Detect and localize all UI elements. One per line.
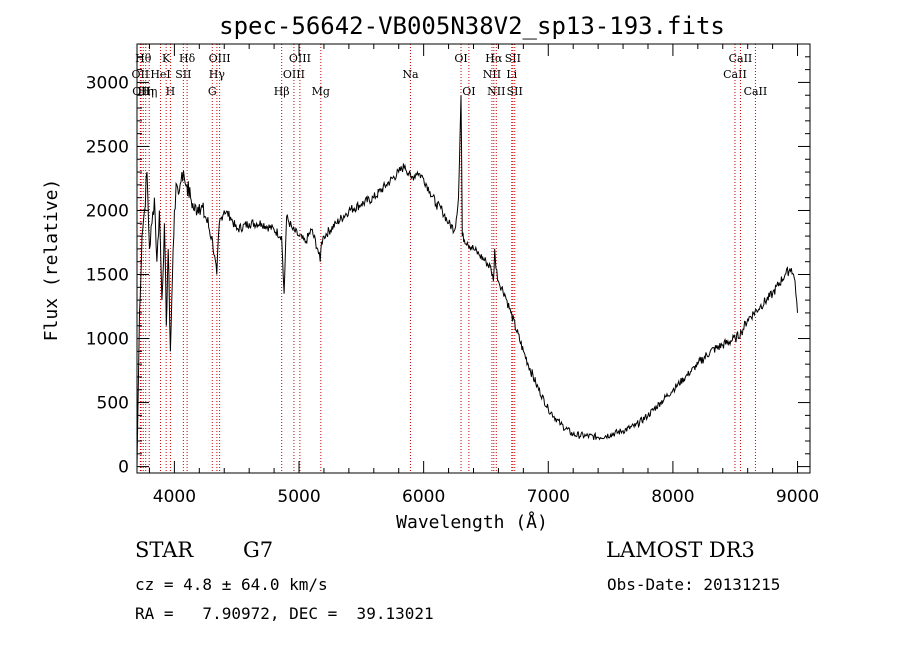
axis-ticks: 4000 5000 6000 7000 8000 9000 0 500 1000 1500 2000… (86, 44, 819, 507)
line-label-0: Hθ (135, 52, 152, 65)
line-label-23: Li (506, 68, 517, 81)
y-tick-label-1: 500 (97, 394, 129, 414)
line-label-22: NII (487, 85, 505, 98)
x-tick-label-1: 5000 (277, 487, 320, 507)
coordinates: RA = 7.90972, DEC = 39.13021 (135, 604, 434, 623)
line-label-10: G (208, 85, 217, 98)
x-tick-label-3: 7000 (527, 487, 570, 507)
line-label-5: HeI (150, 68, 170, 81)
y-tick-label-5: 2500 (86, 137, 129, 157)
line-label-6: K (162, 52, 171, 65)
x-tick-label-2: 6000 (402, 487, 445, 507)
line-label-21: Hα (485, 52, 503, 65)
obs-date: Obs-Date: 20131215 (607, 575, 781, 594)
y-tick-label-3: 1500 (86, 266, 129, 286)
line-label-17: Na (402, 68, 419, 81)
line-label-4: Hη (141, 85, 157, 98)
redshift-text: cz = 4.8 ± 64.0 km/s (135, 575, 328, 594)
line-label-19: OI (462, 85, 475, 98)
plot-frame (136, 43, 811, 474)
object-class: STAR (135, 538, 194, 562)
line-label-9: Hδ (179, 52, 196, 65)
y-axis-label: Flux (relative) (41, 179, 62, 342)
line-label-1: OII (132, 68, 150, 81)
y-tick-label-4: 2000 (86, 201, 129, 221)
line-label-11: Hγ (209, 68, 226, 81)
line-label-7: H (166, 85, 176, 98)
x-tick-label-0: 4000 (153, 487, 196, 507)
y-tick-label-2: 1000 (86, 330, 129, 350)
x-tick-label-5: 9000 (776, 487, 819, 507)
line-label-13: Hβ (274, 85, 290, 98)
line-label-15: OIII (289, 52, 311, 65)
line-label-24: SII (505, 52, 521, 65)
line-label-14: OIII (283, 68, 305, 81)
line-label-18: OI (454, 52, 467, 65)
line-label-27: CaII (729, 52, 753, 65)
survey-name: LAMOST DR3 (606, 538, 755, 562)
flux-line (136, 95, 798, 467)
spectral-lines: HθOIIOIIHηHηHeIKHSIIHδGHγOIIIHβOIIIOIIIM… (132, 44, 768, 473)
x-tick-label-4: 8000 (651, 487, 694, 507)
line-label-28: CaII (744, 85, 768, 98)
line-label-26: CaII (723, 68, 747, 81)
y-tick-label-6: 3000 (86, 73, 129, 93)
line-label-16: Mg (312, 85, 330, 98)
line-label-8: SII (175, 68, 191, 81)
object-subclass: G7 (243, 538, 274, 562)
y-tick-label-0: 0 (118, 458, 129, 478)
chart-title: spec-56642-VB005N38V2_sp13-193.fits (219, 12, 725, 40)
x-axis-label: Wavelength (Å) (396, 511, 548, 533)
line-label-25: SII (507, 85, 523, 98)
line-label-20: NII (483, 68, 501, 81)
flux-series (136, 95, 798, 467)
line-label-12: OIII (209, 52, 231, 65)
